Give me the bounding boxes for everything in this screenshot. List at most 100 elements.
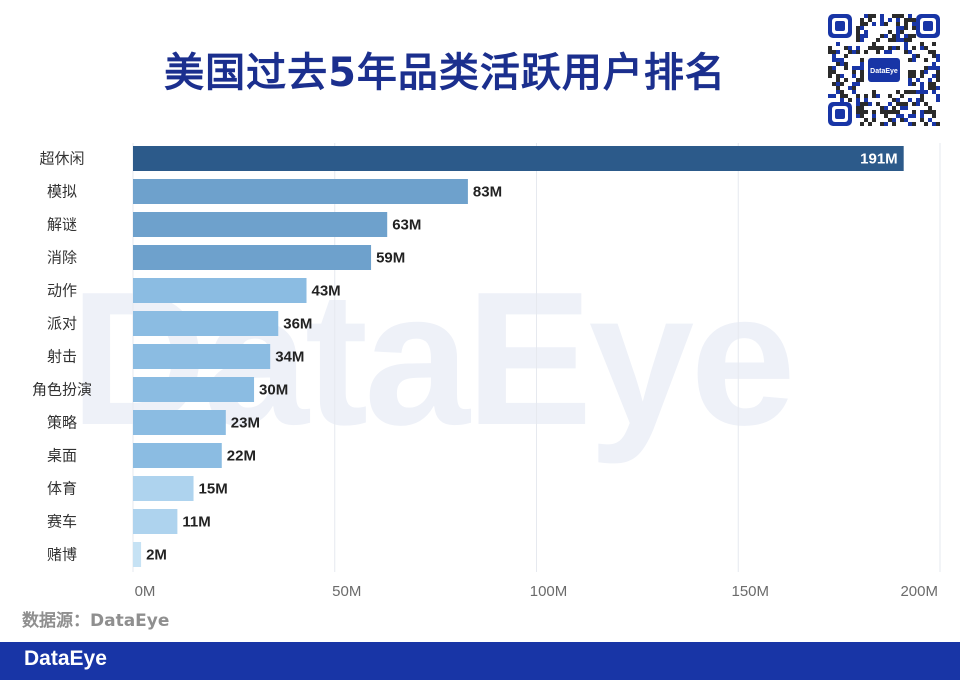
qr-module: [912, 74, 916, 78]
qr-module: [888, 110, 892, 114]
qr-module: [876, 94, 880, 98]
qr-module: [900, 94, 904, 98]
qr-module: [868, 18, 872, 22]
qr-module: [856, 26, 860, 30]
qr-module: [836, 62, 840, 66]
qr-module: [856, 106, 860, 110]
qr-module: [928, 66, 932, 70]
qr-module: [896, 90, 900, 94]
bar: [133, 377, 255, 402]
qr-module: [888, 50, 892, 54]
qr-module: [888, 118, 892, 122]
qr-module: [916, 54, 920, 58]
qr-module: [920, 70, 924, 74]
category-label: 超休闲: [39, 150, 84, 168]
qr-module: [872, 114, 876, 118]
category-label: 模拟: [47, 183, 77, 201]
category-label: 消除: [47, 249, 77, 267]
qr-module: [844, 62, 848, 66]
qr-module: [892, 122, 896, 126]
qr-module: [928, 118, 932, 122]
qr-module: [924, 90, 928, 94]
qr-module: [888, 38, 892, 42]
bar: [133, 410, 226, 435]
qr-module: [828, 70, 832, 74]
bar: [133, 542, 142, 567]
qr-module: [868, 102, 872, 106]
qr-module: [892, 14, 896, 18]
qr-module: [912, 34, 916, 38]
qr-module: [920, 90, 924, 94]
qr-module: [852, 70, 856, 74]
qr-module: [836, 90, 840, 94]
value-label: 30M: [259, 382, 288, 399]
qr-module: [864, 30, 868, 34]
qr-module: [892, 118, 896, 122]
qr-module: [860, 110, 864, 114]
qr-module: [880, 34, 884, 38]
qr-module: [900, 38, 904, 42]
qr-module: [920, 82, 924, 86]
qr-module: [860, 78, 864, 82]
qr-module: [908, 50, 912, 54]
qr-module: [876, 46, 880, 50]
value-label: 43M: [312, 283, 341, 300]
qr-module: [936, 86, 940, 90]
qr-module: [884, 34, 888, 38]
qr-module: [932, 62, 936, 66]
qr-module: [860, 38, 864, 42]
qr-module: [932, 74, 936, 78]
bar: [133, 311, 279, 336]
qr-module: [872, 22, 876, 26]
qr-module: [856, 110, 860, 114]
qr-module: [860, 114, 864, 118]
qr-module: [912, 90, 916, 94]
qr-module: [844, 66, 848, 70]
bars: [133, 146, 904, 567]
bar: [133, 344, 271, 369]
x-tick-label: 50M: [332, 583, 361, 600]
qr-module: [896, 18, 900, 22]
qr-module: [836, 74, 840, 78]
qr-module: [932, 86, 936, 90]
qr-module: [892, 38, 896, 42]
qr-module: [912, 82, 916, 86]
qr-module: [928, 50, 932, 54]
qr-finder-top-left: [828, 14, 852, 38]
qr-module: [908, 14, 912, 18]
qr-module: [900, 26, 904, 30]
qr-module: [908, 58, 912, 62]
qr-module: [904, 46, 908, 50]
qr-module: [912, 102, 916, 106]
qr-module: [892, 106, 896, 110]
qr-module: [920, 42, 924, 46]
qr-module: [932, 66, 936, 70]
bar: [133, 245, 372, 270]
qr-finder-top-right: [916, 14, 940, 38]
qr-module: [860, 18, 864, 22]
qr-module: [912, 18, 916, 22]
qr-module: [896, 38, 900, 42]
qr-module: [876, 50, 880, 54]
qr-module: [888, 30, 892, 34]
qr-module: [860, 66, 864, 70]
qr-module: [860, 62, 864, 66]
qr-module: [912, 70, 916, 74]
qr-module: [864, 50, 868, 54]
qr-badge-text: DataEye: [870, 68, 898, 75]
qr-module: [920, 46, 924, 50]
qr-module: [872, 46, 876, 50]
qr-module: [868, 14, 872, 18]
category-label: 解谜: [47, 216, 77, 234]
qr-module: [936, 54, 940, 58]
x-tick-label: 0M: [135, 583, 156, 600]
qr-module: [880, 22, 884, 26]
qr-module: [908, 122, 912, 126]
qr-module: [840, 74, 844, 78]
qr-module: [872, 90, 876, 94]
qr-module: [936, 74, 940, 78]
qr-module: [932, 90, 936, 94]
qr-module: [848, 46, 852, 50]
qr-module: [880, 122, 884, 126]
